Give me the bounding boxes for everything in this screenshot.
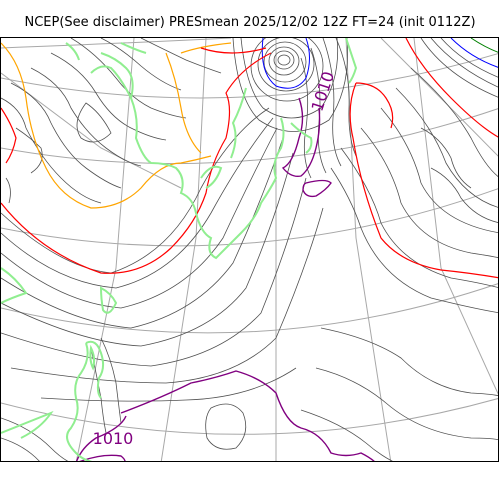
isobar-red [1, 38, 498, 279]
parallel-line [1, 53, 498, 99]
isobar-orange [1, 42, 232, 209]
parallel-line [1, 38, 232, 49]
meridian-line [413, 38, 498, 395]
parallel-line [1, 283, 498, 334]
meridian-line [345, 38, 392, 461]
parallel-line [1, 108, 498, 165]
deep-low-isobars [420, 38, 498, 98]
meridian-line [160, 38, 207, 461]
contour-label-1010-south: 1010 [93, 429, 134, 448]
parallel-line [380, 38, 498, 157]
isobars [1, 38, 498, 461]
meridian-line [75, 38, 135, 461]
pressure-map: 1010 1010 [1, 38, 498, 461]
isobar-closed-low [205, 403, 247, 450]
meridian-line [1, 72, 182, 189]
graticule [1, 38, 498, 461]
map-title: NCEP(See disclaimer) PRESmean 2025/12/02… [24, 15, 476, 30]
parallel-line [1, 398, 498, 435]
isobar-1010 [76, 97, 375, 461]
coastline [1, 38, 358, 461]
map-frame: 1010 1010 [0, 37, 499, 462]
parallel-line [1, 188, 498, 247]
low-pressure-center-blue [261, 38, 310, 89]
